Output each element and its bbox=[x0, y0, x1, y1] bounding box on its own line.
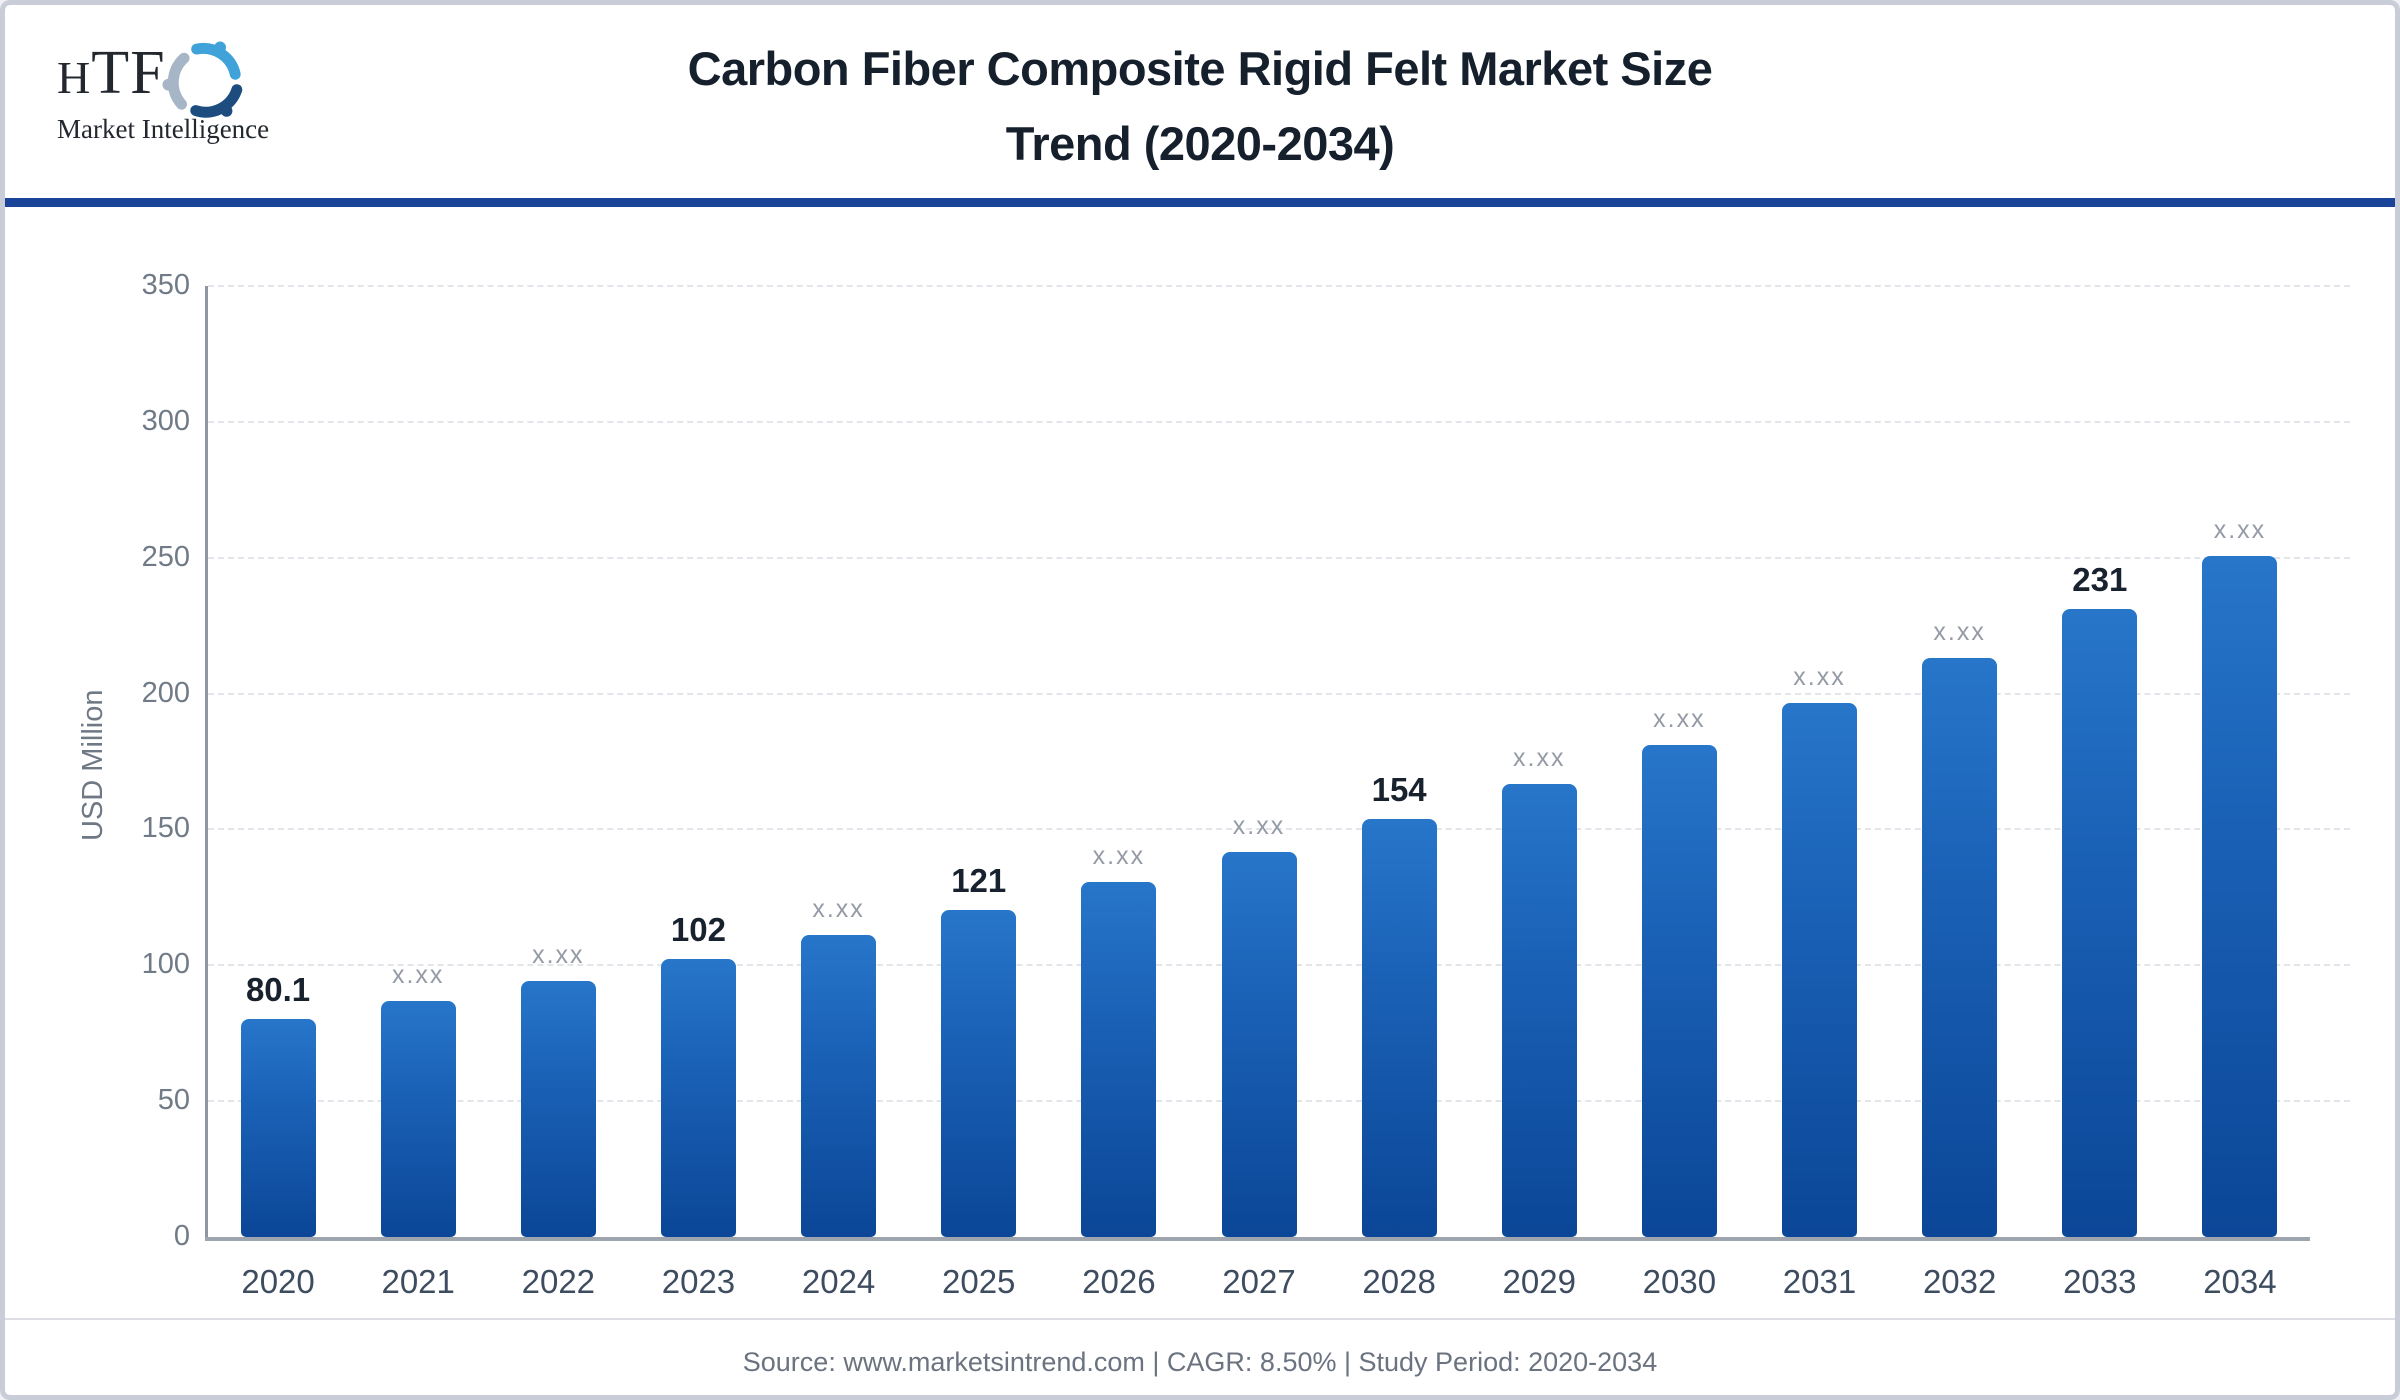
page-title-line-2: Trend (2020-2034) bbox=[1005, 117, 1395, 170]
x-axis-label-2033: 2033 bbox=[2063, 1263, 2137, 1300]
y-tick-label-0: 0 bbox=[173, 1220, 190, 1252]
bar-value-label-2020: 80.1 bbox=[245, 971, 311, 1009]
x-axis-label-2028: 2028 bbox=[1362, 1263, 1436, 1300]
x-axis-label-2034: 2034 bbox=[2203, 1263, 2277, 1300]
y-tick-label-350: 350 bbox=[141, 269, 190, 301]
x-axis-label-2021: 2021 bbox=[381, 1263, 455, 1300]
bar-2033 bbox=[2062, 608, 2138, 1237]
bar-2023 bbox=[660, 959, 736, 1237]
htf-logo-subtext: Market Intelligence bbox=[57, 114, 270, 144]
bar-value-label-2024: x.xx bbox=[812, 895, 865, 924]
x-axis-label-2020: 2020 bbox=[241, 1263, 315, 1300]
page-title: Carbon Fiber Composite Rigid Felt Market… bbox=[305, 31, 2095, 181]
htf-swirl-icon bbox=[162, 39, 248, 128]
x-axis-label-2030: 2030 bbox=[1642, 1263, 1717, 1300]
x-axis-label-2023: 2023 bbox=[661, 1263, 736, 1300]
bar-2027 bbox=[1221, 851, 1297, 1237]
header-divider bbox=[5, 198, 2395, 207]
bar-value-label-2025: 121 bbox=[951, 861, 1007, 899]
gridline-150 bbox=[208, 828, 2350, 831]
gridline-200 bbox=[208, 692, 2350, 695]
x-axis-label-2024: 2024 bbox=[801, 1263, 876, 1300]
y-tick-label-50: 50 bbox=[157, 1084, 190, 1117]
bar-2024 bbox=[801, 935, 877, 1237]
y-axis-line bbox=[205, 286, 208, 1241]
bar-2026 bbox=[1081, 882, 1157, 1237]
bar-2030 bbox=[1641, 745, 1717, 1237]
bar-2022 bbox=[520, 980, 596, 1237]
bar-value-label-2031: x.xx bbox=[1793, 663, 1846, 692]
bar-2029 bbox=[1501, 783, 1577, 1237]
gridline-300 bbox=[208, 420, 2350, 423]
bar-value-label-2034: x.xx bbox=[2213, 515, 2267, 544]
x-axis-label-2032: 2032 bbox=[1922, 1263, 1997, 1300]
bar-value-label-2032: x.xx bbox=[1933, 617, 1986, 646]
y-tick-label-300: 300 bbox=[141, 404, 190, 437]
x-axis-label-2031: 2031 bbox=[1782, 1263, 1857, 1300]
bar-2031 bbox=[1782, 703, 1858, 1237]
x-axis-label-2029: 2029 bbox=[1502, 1263, 1576, 1300]
bar-value-label-2023: 102 bbox=[670, 911, 726, 949]
htf-logo: HTF Market Inte bbox=[57, 29, 317, 179]
bar-value-label-2028: 154 bbox=[1371, 771, 1427, 809]
bar-2020 bbox=[240, 1019, 316, 1237]
bar-value-label-2029: x.xx bbox=[1513, 743, 1566, 772]
x-axis-label-2027: 2027 bbox=[1222, 1263, 1296, 1300]
x-axis-label-2022: 2022 bbox=[521, 1263, 596, 1300]
bar-2021 bbox=[380, 1000, 456, 1237]
y-tick-label-150: 150 bbox=[141, 812, 190, 845]
x-axis-label-2026: 2026 bbox=[1082, 1263, 1156, 1300]
bar-value-label-2021: x.xx bbox=[391, 960, 445, 989]
x-axis-line bbox=[205, 1237, 2310, 1241]
bar-2032 bbox=[1922, 657, 1998, 1237]
footer-source-text: Source: www.marketsintrend.com | CAGR: 8… bbox=[742, 1347, 1658, 1377]
bar-value-label-2027: x.xx bbox=[1232, 811, 1286, 840]
y-tick-label-200: 200 bbox=[141, 676, 190, 709]
bar-2028 bbox=[1361, 819, 1437, 1237]
bar-value-label-2030: x.xx bbox=[1653, 705, 1706, 734]
footer-divider bbox=[5, 1318, 2395, 1320]
bar-2034 bbox=[2202, 555, 2278, 1237]
y-tick-label-250: 250 bbox=[141, 540, 190, 573]
gridline-350 bbox=[208, 285, 2350, 287]
bar-value-label-2026: x.xx bbox=[1092, 842, 1146, 871]
bar-value-label-2022: x.xx bbox=[532, 940, 585, 969]
bar-2025 bbox=[941, 909, 1017, 1237]
gridline-250 bbox=[208, 556, 2350, 559]
bar-value-label-2033: 231 bbox=[2072, 560, 2128, 598]
htf-logo-text: HTF bbox=[57, 39, 166, 107]
x-axis-label-2025: 2025 bbox=[942, 1263, 1016, 1300]
y-tick-label-100: 100 bbox=[141, 948, 190, 981]
page-title-line-1: Carbon Fiber Composite Rigid Felt Market… bbox=[687, 42, 1713, 95]
